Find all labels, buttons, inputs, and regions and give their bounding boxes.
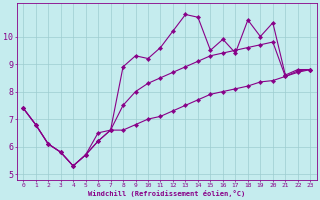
X-axis label: Windchill (Refroidissement éolien,°C): Windchill (Refroidissement éolien,°C) [88,190,245,197]
